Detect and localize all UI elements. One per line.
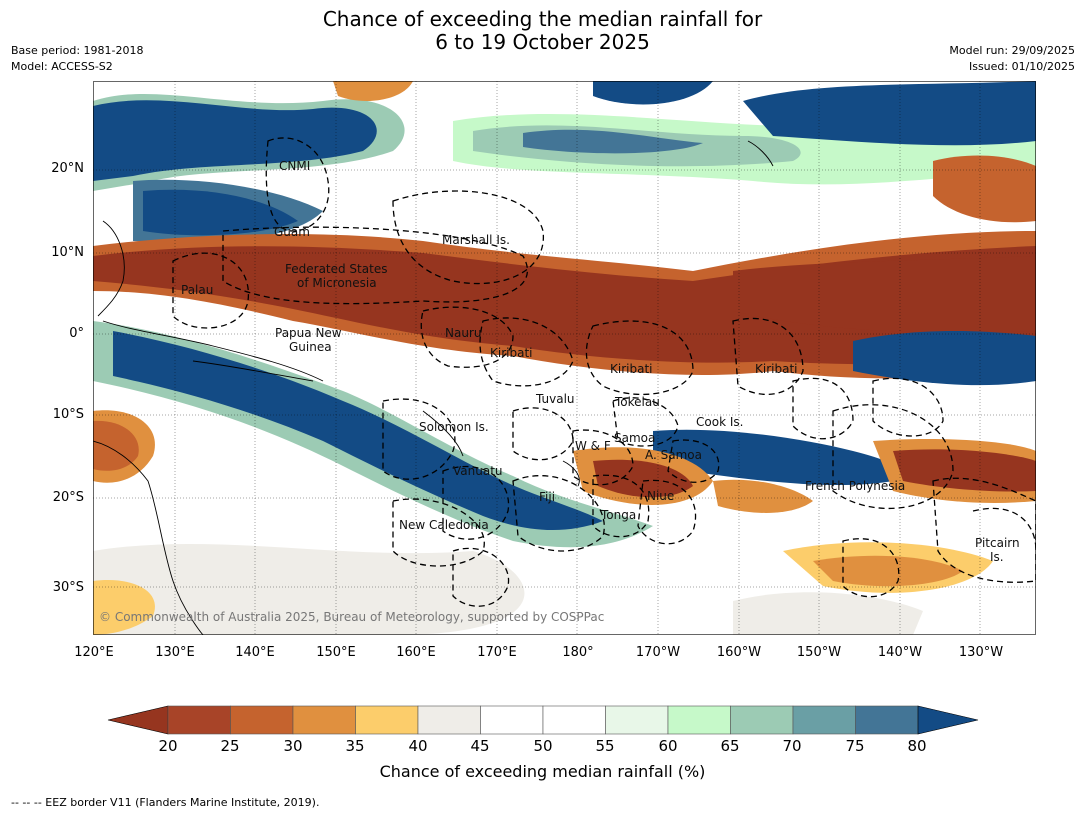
x-tick: 150°E	[316, 645, 356, 660]
meta-left: Base period: 1981-2018 Model: ACCESS-S2	[11, 43, 143, 75]
x-tick: 160°E	[396, 645, 436, 660]
title-line-1: Chance of exceeding the median rainfall …	[322, 7, 763, 31]
label-marshall: Marshall Is.	[442, 233, 510, 247]
colorbar-cell	[605, 705, 669, 735]
colorbar-label: 30	[283, 737, 303, 755]
colorbar-cell	[417, 705, 481, 735]
x-tick: 120°E	[74, 645, 114, 660]
label-png-2: Guinea	[289, 340, 332, 354]
x-tick: 180°	[562, 645, 594, 660]
colorbar-label: 20	[158, 737, 178, 755]
model-name: Model: ACCESS-S2	[11, 60, 113, 73]
colorbar-arrow-right	[917, 705, 979, 735]
colorbar-label: 35	[345, 737, 365, 755]
colorbar-cell	[355, 705, 419, 735]
colorbar-title: Chance of exceeding median rainfall (%)	[379, 762, 706, 781]
colorbar-label: 70	[782, 737, 802, 755]
map-title: Chance of exceeding the median rainfall …	[0, 8, 1085, 54]
x-tick: 170°E	[477, 645, 517, 660]
label-fiji: Fiji	[539, 490, 555, 504]
label-niue: Niue	[647, 489, 674, 503]
y-tick: 30°S	[52, 580, 84, 595]
rainfall-map: CNMI Guam Marshall Is. Federated States …	[93, 81, 1036, 635]
colorbar-cell	[292, 705, 356, 735]
x-tick: 160°W	[716, 645, 762, 660]
colorbar-cell	[230, 705, 294, 735]
y-tick: 10°N	[51, 245, 84, 260]
x-tick: 140°W	[877, 645, 923, 660]
label-nauru: Nauru	[445, 326, 481, 340]
colorbar-label: 45	[470, 737, 490, 755]
label-pitcairn-2: Is.	[990, 550, 1004, 564]
colorbar-label: 60	[658, 737, 678, 755]
meta-right: Model run: 29/09/2025 Issued: 01/10/2025	[949, 43, 1075, 75]
label-kiribati-west: Kiribati	[490, 346, 532, 360]
colorbar-cell	[480, 705, 544, 735]
label-fsm-2: of Micronesia	[297, 276, 377, 290]
label-guam: Guam	[274, 225, 310, 239]
model-run: Model run: 29/09/2025	[949, 44, 1075, 57]
colorbar-arrow-left	[107, 705, 169, 735]
x-tick: 140°E	[235, 645, 275, 660]
issued-date: Issued: 01/10/2025	[968, 60, 1075, 73]
label-tokelau: Tokelau	[614, 395, 660, 409]
map-frame	[93, 81, 1036, 635]
label-palau: Palau	[181, 283, 213, 297]
colorbar-cell	[542, 705, 606, 735]
label-tuvalu: Tuvalu	[535, 392, 575, 406]
label-vanuatu: Vanuatu	[453, 464, 503, 478]
colorbar	[107, 705, 979, 735]
label-asamoa: A. Samoa	[645, 448, 702, 462]
colorbar-label: 65	[720, 737, 740, 755]
y-tick: 10°S	[52, 407, 84, 422]
colorbar-cell	[855, 705, 919, 735]
y-tick: 0°	[69, 326, 84, 341]
colorbar-label: 25	[220, 737, 240, 755]
label-solomon: Solomon Is.	[419, 420, 489, 434]
colorbar-label: 75	[845, 737, 865, 755]
eez-footnote: -- -- -- EEZ border V11 (Flanders Marine…	[11, 796, 320, 809]
colorbar-cell	[667, 705, 731, 735]
eez-borders	[172, 137, 1036, 607]
colorbar-cell	[730, 705, 794, 735]
colorbar-label: 40	[408, 737, 428, 755]
label-png-1: Papua New	[275, 326, 342, 340]
label-new-caledonia: New Caledonia	[399, 518, 489, 532]
label-cnmi: CNMI	[279, 159, 310, 173]
x-tick: 130°W	[958, 645, 1004, 660]
y-tick: 20°N	[51, 161, 84, 176]
colorbar-label: 80	[907, 737, 927, 755]
label-tonga: Tonga	[600, 508, 636, 522]
label-french-polynesia: French Polynesia	[805, 479, 905, 493]
label-kiribati-east: Kiribati	[755, 362, 797, 376]
graticule	[93, 81, 1036, 635]
colorbar-cells	[107, 705, 979, 735]
colorbar-label: 50	[533, 737, 553, 755]
x-tick: 130°E	[155, 645, 195, 660]
x-tick: 170°W	[635, 645, 681, 660]
colorbar-cell	[792, 705, 856, 735]
label-samoa: Samoa	[614, 431, 655, 445]
label-fsm-1: Federated States	[285, 262, 387, 276]
place-labels: CNMI Guam Marshall Is. Federated States …	[181, 159, 1020, 564]
colorbar-cell	[167, 705, 231, 735]
base-period: Base period: 1981-2018	[11, 44, 144, 57]
y-tick: 20°S	[52, 490, 84, 505]
label-wf: W & F	[575, 439, 611, 453]
x-tick: 150°W	[796, 645, 842, 660]
copyright-notice: © Commonwealth of Australia 2025, Bureau…	[99, 610, 604, 624]
label-kiribati-central: Kiribati	[610, 362, 652, 376]
title-line-2: 6 to 19 October 2025	[435, 30, 650, 54]
label-cook: Cook Is.	[696, 415, 743, 429]
rainfall-fields	[93, 81, 1036, 635]
coastlines	[93, 140, 774, 635]
label-pitcairn-1: Pitcairn	[975, 536, 1020, 550]
colorbar-label: 55	[595, 737, 615, 755]
